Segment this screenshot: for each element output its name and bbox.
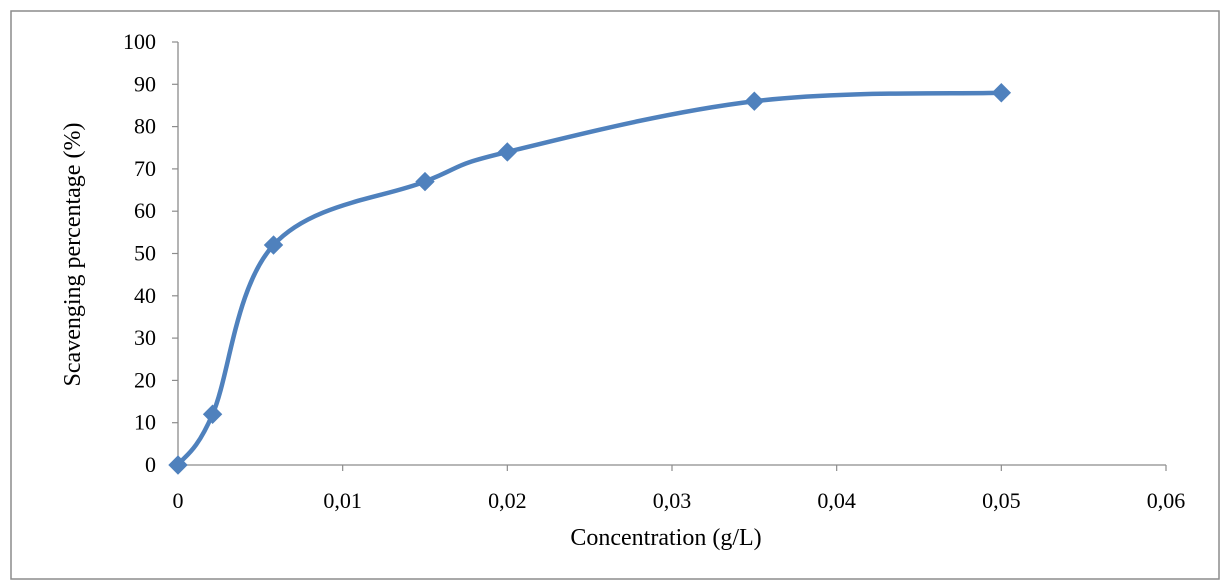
x-tick-label: 0,05	[982, 488, 1021, 513]
data-point-marker	[202, 404, 223, 424]
y-tick-label: 80	[134, 114, 156, 139]
data-point-marker	[497, 142, 518, 162]
y-tick-label: 60	[134, 198, 156, 223]
x-tick-label: 0,06	[1147, 488, 1186, 513]
x-tick-label: 0,01	[323, 488, 362, 513]
y-tick-label: 100	[123, 29, 156, 54]
series-line	[175, 90, 1004, 468]
y-tick-label: 0	[145, 452, 156, 477]
x-tick-label: 0,04	[817, 488, 856, 513]
y-tick-label: 40	[134, 283, 156, 308]
data-point-marker	[415, 171, 435, 192]
y-tick-labels: 0 10 20 30 40 50 60 70 80 90 100	[123, 29, 178, 477]
x-axis-title: Concentration (g/L)	[570, 525, 761, 551]
series-group	[168, 83, 1012, 475]
x-tick-label: 0	[173, 488, 184, 513]
y-tick-label: 20	[134, 367, 156, 392]
data-point-marker	[744, 91, 765, 111]
data-point-marker	[168, 455, 188, 475]
y-tick-label: 90	[134, 71, 156, 96]
x-tick-label: 0,02	[488, 488, 527, 513]
y-tick-label: 10	[134, 410, 156, 435]
x-tick-labels: 0 0,01 0,02 0,03 0,04 0,05 0,06	[173, 465, 1186, 513]
y-axis-title: Scavenging percentage (%)	[60, 123, 86, 387]
y-tick-label: 70	[134, 156, 156, 181]
data-point-marker	[991, 83, 1012, 103]
data-point-marker	[263, 235, 284, 255]
y-tick-label: 50	[134, 241, 156, 266]
y-tick-label: 30	[134, 325, 156, 350]
x-tick-label: 0,03	[653, 488, 692, 513]
chart-border	[10, 10, 1220, 580]
